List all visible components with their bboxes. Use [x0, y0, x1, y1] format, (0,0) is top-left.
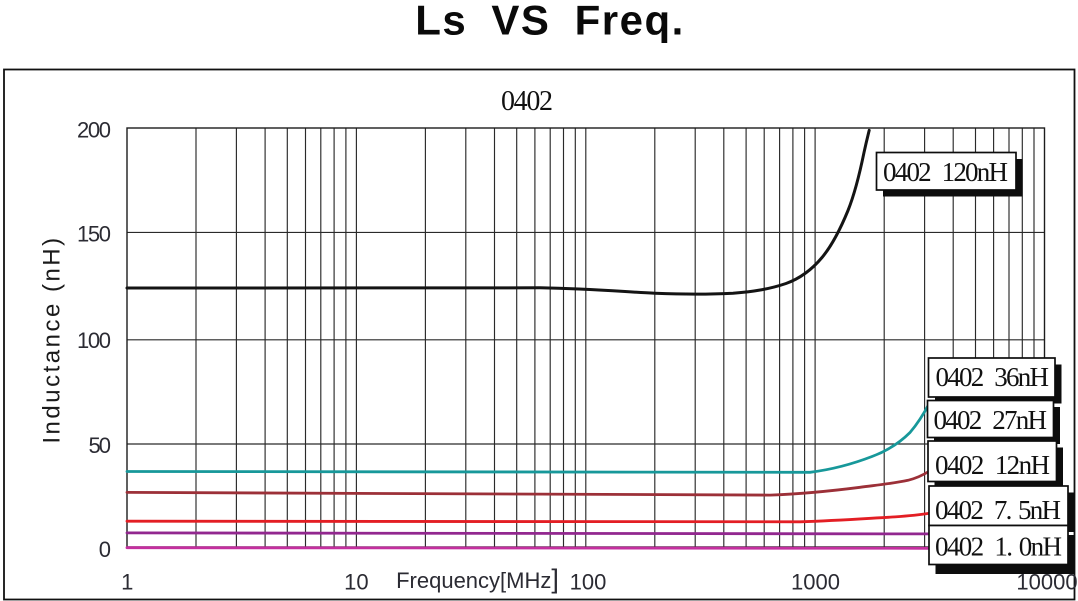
svg-text:0402 36nH: 0402 36nH — [936, 362, 1050, 392]
svg-text:100: 100 — [570, 570, 607, 595]
svg-text:0402 27nH: 0402 27nH — [934, 405, 1048, 435]
svg-text:0402: 0402 — [501, 86, 553, 117]
svg-text:0402 1. 0nH: 0402 1. 0nH — [935, 532, 1062, 562]
svg-text:0: 0 — [99, 537, 111, 562]
svg-text:10: 10 — [344, 570, 368, 595]
svg-text:0402 12nH: 0402 12nH — [935, 450, 1050, 480]
svg-text:200: 200 — [77, 118, 111, 143]
svg-text:Inductance (nH): Inductance (nH) — [39, 235, 66, 443]
svg-text:Frequency[MHz]: Frequency[MHz] — [396, 564, 559, 594]
svg-text:100: 100 — [77, 328, 111, 353]
svg-text:Ls VS Freq.: Ls VS Freq. — [415, 0, 685, 44]
svg-text:1: 1 — [121, 570, 133, 595]
svg-text:0402 7. 5nH: 0402 7. 5nH — [935, 495, 1061, 525]
svg-text:150: 150 — [77, 221, 111, 246]
svg-text:0402 120nH: 0402 120nH — [883, 157, 1008, 187]
svg-text:50: 50 — [89, 433, 112, 458]
svg-text:1000: 1000 — [791, 570, 840, 595]
